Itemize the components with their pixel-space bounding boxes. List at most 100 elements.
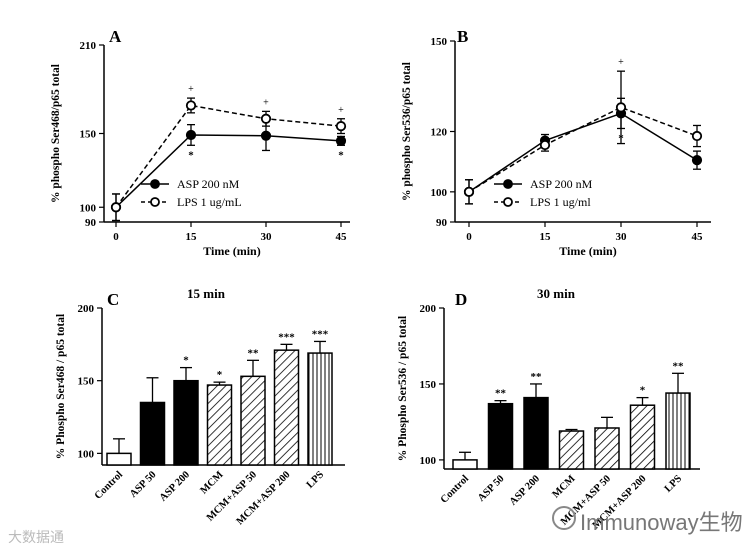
watermark-left: 大数据通 bbox=[8, 529, 64, 545]
panel-b-series-1-line bbox=[468, 106, 698, 193]
panel-a-series-1-line bbox=[115, 104, 342, 208]
panel-a-series-1-plus-mark: + bbox=[263, 97, 269, 108]
panel-d-category-label: ASP 50 bbox=[476, 473, 507, 504]
panel-a-series-1-point bbox=[335, 121, 347, 132]
panel-d-sig-label: ** bbox=[673, 360, 685, 372]
panel-d-sig-label: ** bbox=[495, 388, 507, 400]
panel-a-series-0-star-mark: * bbox=[338, 149, 344, 161]
panel-d-bar bbox=[558, 430, 585, 470]
panel-a-series-0-point bbox=[260, 130, 272, 141]
panel-d-category-label: Control bbox=[439, 473, 471, 505]
panel-c-bar bbox=[206, 384, 233, 466]
panel-a-series-1-plus-mark: + bbox=[338, 105, 344, 116]
panel-d-category-label: LPS bbox=[663, 473, 685, 495]
panel-a-ytick-label: 150 bbox=[80, 129, 97, 141]
panel-c-letter: C bbox=[107, 290, 119, 309]
panel-a-xtick-label: 45 bbox=[336, 231, 348, 243]
panel-c-bar bbox=[307, 352, 333, 466]
panel-a-ytick-label: 210 bbox=[80, 40, 97, 52]
panel-b-ytick-label: 120 bbox=[431, 127, 448, 139]
panel-d-category-label: MCM bbox=[550, 473, 577, 500]
panel-c-sig-label: *** bbox=[278, 331, 295, 343]
panel-d-sig-label: * bbox=[640, 385, 646, 397]
panel-a-series-0-point bbox=[335, 135, 347, 146]
panel-c-category-label: ASP 50 bbox=[128, 469, 159, 500]
panel-b-series-1-plus-mark: + bbox=[618, 57, 624, 68]
panel-b-series-1-point bbox=[615, 102, 627, 113]
panel-a-legend-1-label: LPS 1 ug/mL bbox=[177, 195, 242, 209]
panel-a-letter: A bbox=[109, 27, 122, 46]
panel-a-legend-1-marker bbox=[150, 197, 160, 207]
panel-a-xtick-label: 15 bbox=[186, 231, 198, 243]
panel-d-ytick-label: 150 bbox=[420, 379, 437, 391]
panel-d-bar bbox=[523, 396, 549, 470]
panel-b-series-1-point bbox=[691, 130, 703, 142]
panel-b-xtick-label: 45 bbox=[692, 231, 704, 243]
panel-a-series-1-point bbox=[260, 113, 272, 124]
panel-c-category-label: Control bbox=[93, 469, 125, 501]
panel-b-legend-0-label: ASP 200 nM bbox=[530, 177, 593, 191]
panel-c-ytick-label: 100 bbox=[78, 448, 95, 460]
panel-b-legend-0-marker bbox=[503, 179, 513, 189]
panel-c-bar bbox=[173, 379, 199, 466]
watermark-right: Immunoway生物 bbox=[580, 510, 743, 535]
panel-c-ytick-label: 200 bbox=[78, 303, 95, 315]
panel-c-sig-label: * bbox=[183, 355, 189, 367]
panel-b-series-1-point bbox=[539, 139, 551, 151]
panel-d-bar bbox=[594, 427, 620, 470]
panel-b-ytick-label: 90 bbox=[436, 217, 448, 229]
panel-b-legend-1-marker bbox=[503, 197, 513, 207]
panel-c-ylabel: % Phospho Ser468 / p65 total bbox=[55, 314, 67, 459]
panel-c-sig-label: *** bbox=[312, 328, 329, 340]
panel-c-title: 15 min bbox=[187, 286, 226, 301]
panel-c-bar bbox=[273, 349, 300, 466]
panel-d-sig-label: ** bbox=[531, 371, 543, 383]
panel-c-sig-label: * bbox=[217, 369, 223, 381]
panel-b-xlabel: Time (min) bbox=[559, 244, 616, 258]
panel-a-series-0-star-mark: * bbox=[188, 149, 194, 161]
panel-c-ytick-label: 150 bbox=[78, 376, 95, 388]
panel-d-ytick-label: 100 bbox=[420, 455, 437, 467]
panel-b-letter: B bbox=[457, 27, 468, 46]
panel-c-category-label: ASP 200 bbox=[158, 469, 192, 503]
panel-b-series-1-point bbox=[463, 186, 475, 197]
panel-a-xtick-label: 0 bbox=[113, 231, 119, 243]
panel-c-bar bbox=[240, 375, 266, 466]
panel-a-legend-0-label: ASP 200 nM bbox=[177, 177, 240, 191]
panel-c-bar bbox=[106, 452, 132, 466]
panel-b-ylabel: % phospho Ser536/p65 total bbox=[401, 62, 413, 201]
panel-b-ytick-label: 100 bbox=[431, 187, 448, 199]
panel-b-xtick-label: 15 bbox=[540, 231, 552, 243]
panel-a-xtick-label: 30 bbox=[261, 231, 273, 243]
panel-d-letter: D bbox=[455, 290, 467, 309]
panel-d-title: 30 min bbox=[537, 286, 576, 301]
panel-a-series-0-point bbox=[185, 129, 197, 141]
panel-b-series-0-point bbox=[691, 155, 703, 166]
panel-a-series-1-plus-mark: + bbox=[188, 84, 194, 95]
panel-b-legend-1-label: LPS 1 ug/ml bbox=[530, 195, 591, 209]
panel-a-ytick-label: 100 bbox=[80, 202, 97, 214]
panel-b-ytick-label: 150 bbox=[431, 36, 448, 48]
panel-a-series-0-line bbox=[115, 134, 342, 208]
panel-b-xtick-label: 30 bbox=[616, 231, 628, 243]
panel-c-category-label: LPS bbox=[305, 469, 327, 491]
panel-a-ylabel: % phospho Ser468/p65 total bbox=[50, 64, 62, 203]
panel-d-bar bbox=[452, 459, 478, 470]
panel-a-series-1-point bbox=[110, 202, 122, 213]
panel-d-bar bbox=[487, 402, 514, 470]
panel-d-bar bbox=[629, 404, 656, 470]
panel-d-category-label: ASP 200 bbox=[508, 473, 542, 507]
panel-a-ytick-label: 90 bbox=[85, 217, 97, 229]
panel-a-xlabel: Time (min) bbox=[203, 244, 260, 258]
panel-d-bar bbox=[665, 392, 691, 470]
panel-a-series-1-point bbox=[185, 100, 197, 111]
panel-c-sig-label: ** bbox=[248, 347, 260, 359]
panel-c-bar bbox=[139, 401, 166, 466]
panel-d-ylabel: % Phospho Ser536 / p65 total bbox=[397, 316, 409, 461]
watermark-logo-icon bbox=[552, 506, 576, 530]
panel-b-xtick-label: 0 bbox=[466, 231, 472, 243]
panel-a-legend-0-marker bbox=[150, 179, 160, 189]
panel-c-category-label: MCM bbox=[198, 469, 225, 496]
panel-d-ytick-label: 200 bbox=[420, 303, 437, 315]
